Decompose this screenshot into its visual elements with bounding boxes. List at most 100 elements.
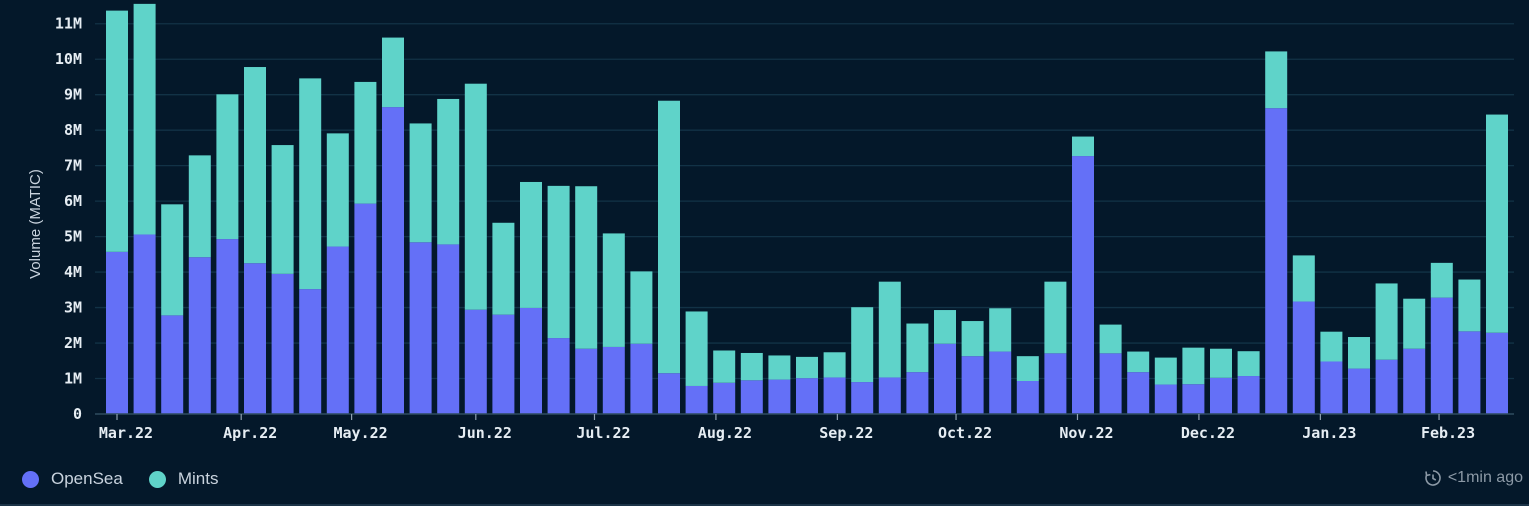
bar-mints (188, 155, 211, 258)
bar-opensea (1154, 384, 1177, 414)
bar-mints (106, 10, 128, 252)
bar-mints (878, 281, 901, 378)
bar-opensea (1072, 156, 1094, 414)
chart-svg: 0 1M 2M 3M 4M 5M 6M 7M 8M 9M 10M 11M Volume (MATIC) M… (27, 3, 1514, 442)
bar-opensea (906, 372, 929, 414)
y-tick-label: 11M (55, 15, 82, 33)
y-tick-label: 1M (64, 370, 82, 388)
y-tick-label: 0 (73, 405, 82, 423)
bar-mints (1430, 262, 1453, 298)
bar-opensea (851, 382, 874, 414)
bar-opensea (161, 315, 184, 414)
y-tick-label: 4M (64, 263, 82, 281)
bar-mints (823, 352, 846, 378)
legend-swatch-opensea (22, 470, 39, 488)
bar-mints (796, 356, 818, 379)
bar-mints (1154, 357, 1177, 385)
bar-mints (299, 78, 322, 290)
y-axis-title: Volume (MATIC) (27, 169, 44, 279)
bar-opensea (520, 307, 542, 414)
bar-opensea (1044, 353, 1067, 414)
x-tick-label: Dec.22 (1181, 424, 1235, 442)
bar-opensea (961, 356, 984, 414)
bar-mints (1375, 283, 1398, 360)
y-tick-label: 7M (64, 157, 82, 175)
x-tick-label: Sep.22 (819, 424, 873, 442)
bar-mints (271, 145, 294, 274)
y-tick-label: 3M (64, 299, 82, 317)
bar-mints (851, 307, 874, 383)
bar-opensea (1348, 368, 1370, 414)
bar-mints (437, 98, 460, 245)
bar-opensea (878, 377, 901, 414)
bar-mints (658, 100, 680, 374)
x-tick-label: Aug.22 (698, 424, 752, 442)
legend-item-mints[interactable]: Mints (148, 469, 218, 489)
refresh-clock-icon[interactable] (1424, 469, 1442, 487)
bar-opensea (464, 309, 487, 414)
bar-mints (1044, 281, 1067, 354)
bar-mints (1210, 348, 1232, 378)
bar-opensea (1210, 377, 1232, 414)
bar-mints (1486, 114, 1508, 333)
x-tick-label: Jun.22 (458, 424, 512, 442)
legend-swatch-mints (148, 470, 166, 488)
bar-opensea (1375, 359, 1398, 414)
bar-opensea (1182, 384, 1205, 414)
bar-mints (1320, 331, 1343, 362)
bar-mints (216, 94, 239, 240)
x-tick-label: Jan.23 (1302, 424, 1356, 442)
bar-mints (1099, 324, 1122, 354)
last-updated-status: <1min ago (1424, 469, 1523, 487)
bar-mints (575, 186, 598, 349)
bar-opensea (823, 377, 846, 414)
bar-opensea (1403, 348, 1426, 414)
bar-opensea (299, 289, 322, 414)
bar-mints (1403, 298, 1426, 349)
bar-mints (244, 67, 266, 264)
bar-opensea (492, 314, 515, 414)
bar-mints (464, 83, 487, 310)
bar-opensea (244, 263, 266, 414)
bar-mints (1348, 337, 1370, 369)
bar-opensea (106, 251, 128, 414)
bar-mints (906, 323, 929, 373)
y-tick-label: 6M (64, 192, 82, 210)
legend-item-opensea[interactable]: OpenSea (22, 469, 123, 489)
bar-opensea (602, 346, 625, 414)
bar-mints (382, 37, 404, 108)
bar-opensea (630, 343, 653, 414)
bar-mints (713, 350, 736, 383)
bar-opensea (685, 385, 708, 414)
bar-opensea (1099, 353, 1122, 414)
bar-mints (161, 204, 184, 316)
x-tick-label: Oct.22 (938, 424, 992, 442)
bar-mints (326, 133, 349, 247)
y-tick-label: 8M (64, 121, 82, 139)
bar-mints (354, 81, 377, 204)
bar-opensea (1458, 331, 1481, 414)
bar-mints (492, 222, 515, 315)
bar-opensea (1016, 381, 1039, 414)
bar-opensea (1430, 297, 1453, 414)
bar-opensea (658, 373, 680, 414)
legend: OpenSea Mints (22, 469, 244, 489)
bar-opensea (1265, 108, 1288, 414)
bar-opensea (740, 380, 763, 414)
bar-opensea (437, 244, 460, 414)
bar-mints (547, 185, 570, 339)
x-tick-label: May.22 (334, 424, 388, 442)
bar-opensea (409, 242, 432, 414)
bar-mints (685, 311, 708, 386)
bar-mints (409, 123, 432, 243)
x-tick-label: Jul.22 (576, 424, 630, 442)
x-tick-label: Feb.23 (1421, 424, 1475, 442)
bar-opensea (188, 257, 211, 414)
bar-mints (1016, 356, 1039, 382)
bar-opensea (768, 379, 791, 414)
y-tick-label: 9M (64, 86, 82, 104)
legend-label-opensea: OpenSea (51, 469, 123, 488)
bar-opensea (796, 378, 818, 414)
x-tick-label: Nov.22 (1059, 424, 1113, 442)
